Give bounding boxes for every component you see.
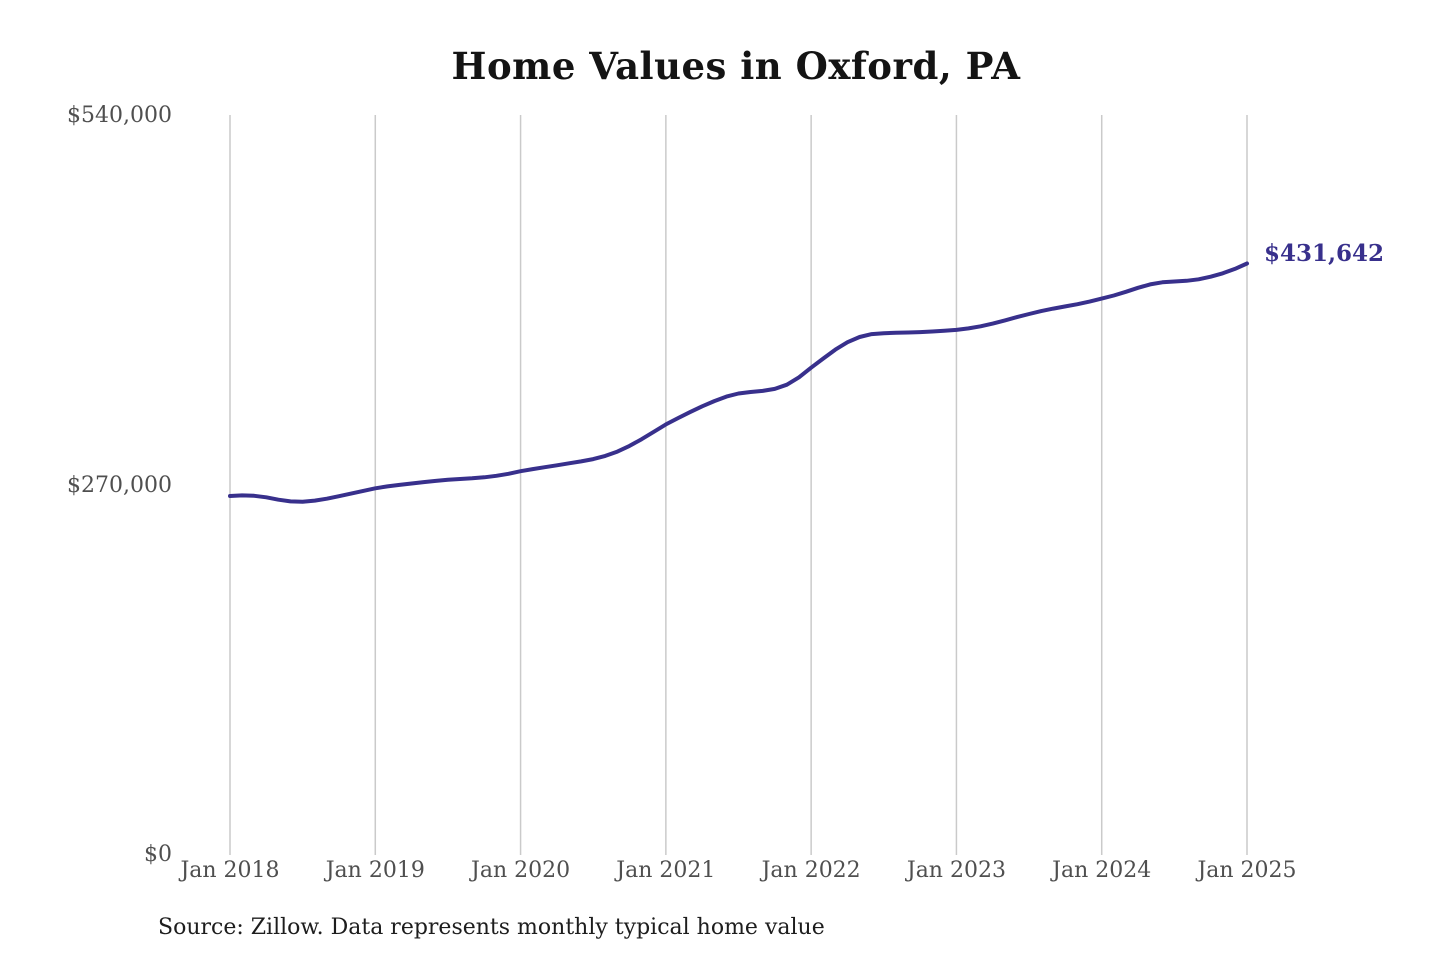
current-value-label: $431,642: [1264, 240, 1385, 267]
y-axis-label-270000: $270,000: [67, 473, 172, 498]
x-axis-label: Jan 2020: [471, 858, 571, 883]
chart-title: Home Values in Oxford, PA: [451, 44, 1021, 88]
x-axis-label: Jan 2023: [906, 858, 1006, 883]
x-axis-label: Jan 2021: [616, 858, 716, 883]
y-axis-label-540000: $540,000: [67, 103, 172, 128]
x-axis-label: Jan 2024: [1052, 858, 1152, 883]
x-axis-label: Jan 2022: [761, 858, 861, 883]
vertical-gridlines: [229, 115, 1248, 855]
x-axis-label: Jan 2018: [180, 858, 280, 883]
y-axis-label-0: $0: [144, 842, 172, 867]
x-axis-label: Jan 2019: [325, 858, 425, 883]
source-note: Source: Zillow. Data represents monthly …: [158, 915, 825, 940]
x-axis-label: Jan 2025: [1197, 858, 1297, 883]
home-value-line: [228, 261, 1249, 504]
